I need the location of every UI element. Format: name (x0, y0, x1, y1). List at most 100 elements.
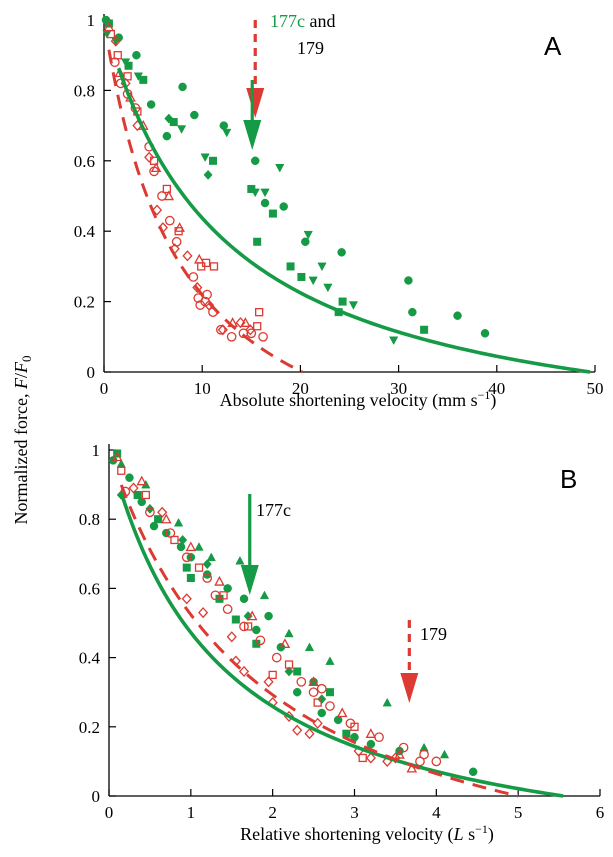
panel-b-arrow-179 (400, 620, 419, 703)
panel-a-point-177c (133, 72, 143, 82)
panel-a-fit-177c (117, 67, 591, 374)
panel-b-point-179 (128, 482, 139, 494)
panel-a-point-177c (139, 75, 148, 84)
panel-b-annotation-179: 179 (420, 624, 447, 644)
panel-b-point-179 (117, 466, 126, 475)
panel-b-point-179 (279, 638, 291, 648)
panel-a-point-179 (164, 215, 175, 226)
panel-b-point-179 (271, 652, 282, 663)
panel-a-point-179 (163, 190, 175, 201)
panel-b-point-179 (390, 752, 401, 764)
panel-b-x-title-suffix: ) (488, 824, 494, 845)
panel-a-point-177c (268, 209, 277, 218)
panel-a-point-177c (286, 262, 295, 271)
panel-a-point-179 (258, 331, 268, 342)
panel-b-point-179 (419, 749, 429, 760)
panel-a-annotation-177c: 177c (270, 11, 305, 31)
panel-b-point-177c (206, 552, 216, 562)
panel-b-series-179 (111, 451, 442, 773)
panel-b-point-177c (284, 628, 294, 638)
panel-b-fit-179 (119, 484, 519, 798)
panel-a-point-177c (203, 169, 213, 180)
panel-b-point-179 (246, 610, 258, 621)
panel-b-point-177c (382, 697, 392, 707)
panel-a-y-tick-label: 0.4 (74, 222, 96, 241)
panel-b-point-177c (468, 767, 478, 777)
panel-b-point-177c (264, 611, 273, 621)
panel-b-point-179 (239, 621, 249, 632)
y-axis-title-var: F (11, 377, 31, 390)
panel-b-point-177c (419, 742, 429, 752)
panel-a-point-179 (182, 250, 193, 262)
panel-b-point-179 (222, 604, 233, 615)
panel-a-fit-179 (107, 49, 304, 374)
panel-b-point-177c (239, 594, 249, 604)
panel-b-point-177c (304, 642, 315, 652)
panel-a-point-177c (301, 237, 310, 247)
panel-a-point-177c (124, 61, 133, 70)
y-axis-title: Normalized force, F/F0 (11, 356, 34, 525)
panel-b-point-179 (181, 593, 192, 605)
panel-b-point-177c (252, 625, 261, 635)
panel-b-point-179 (198, 607, 209, 619)
panel-a-point-179 (193, 253, 205, 264)
panel-a-point-177c (308, 276, 318, 286)
panel-b-y-tick-label: 0.6 (79, 579, 100, 598)
panel-b-point-179 (255, 635, 266, 646)
panel-b-point-179 (284, 660, 294, 669)
panel-a-annotation-line1: 177c and (270, 11, 336, 31)
panel-a-point-177c (200, 153, 210, 163)
panel-a-point-177c (222, 128, 232, 138)
panel-b-point-177c (325, 688, 334, 697)
y-axis-title-subvar: F (11, 361, 31, 374)
panel-b-point-179 (308, 687, 319, 698)
panel-b-point-177c (202, 570, 212, 579)
panel-b-point-179 (202, 573, 213, 583)
panel-b-point-179 (325, 701, 335, 711)
panel-a-point-179 (150, 162, 162, 173)
panel-a-point-177c (389, 336, 399, 346)
panel-b-point-177c (154, 515, 163, 524)
panel-b-x-tick-label: 2 (268, 803, 277, 822)
panel-b-point-179 (312, 717, 323, 729)
panel-b-fit-177c (119, 492, 564, 798)
panel-b-point-179 (358, 753, 367, 763)
panel-a-annotation-and: and (305, 11, 336, 31)
panel-a-point-179 (103, 21, 115, 32)
panel-a-arrow-177c (243, 80, 262, 150)
panel-a-point-179 (151, 204, 163, 216)
panel-b-point-177c (231, 615, 240, 624)
panel-b-point-179 (316, 683, 327, 694)
panel-a: 0 10 20 30 40 50 0 0.2 0.4 0.6 0.8 1 (74, 11, 604, 398)
panel-a-point-179 (193, 293, 204, 303)
panel-a-point-177c (164, 113, 174, 124)
panel-a-series-177c (101, 15, 490, 346)
panel-b-point-179 (194, 563, 204, 572)
panel-b-point-179 (214, 575, 225, 586)
panel-b-y-tick-label: 0.8 (79, 510, 100, 529)
panel-b-y-tick-label: 0.2 (79, 718, 100, 737)
panel-b-point-179 (350, 722, 359, 731)
panel-a-point-177c (162, 131, 172, 141)
panel-a-point-177c (303, 230, 313, 240)
panel-b-point-179 (157, 506, 168, 518)
panel-b-point-179 (160, 513, 172, 524)
panel-a-x-tick-label: 0 (100, 379, 109, 398)
panel-b-point-177c (439, 749, 450, 759)
panel-a-x-tick-label: 50 (587, 379, 604, 398)
panel-a-x-title-prefix: Absolute shortening velocity (mm s (220, 390, 478, 411)
panel-b-point-179 (170, 535, 179, 545)
panel-b-y-tick-label: 0.4 (79, 649, 101, 668)
panel-b-x-tick-label: 1 (187, 803, 196, 822)
panel-a-point-177c (279, 202, 288, 211)
panel-a-point-177c (178, 82, 187, 92)
panel-b-point-179 (406, 762, 418, 773)
panel-a-arrow-179-head (246, 88, 265, 118)
panel-b-point-177c (149, 521, 159, 531)
panel-b-x-tick-label: 3 (350, 803, 359, 822)
panel-a-point-179 (246, 328, 257, 339)
panel-a-y-tick-label: 0 (87, 363, 96, 382)
panel-b-point-179 (308, 676, 319, 687)
panel-b-point-179 (268, 670, 277, 680)
